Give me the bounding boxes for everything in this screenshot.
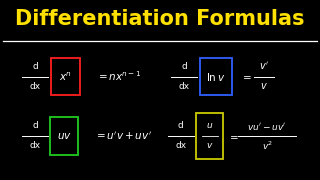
Text: dx: dx <box>30 141 41 150</box>
Text: $= u'v + uv'$: $= u'v + uv'$ <box>94 130 153 142</box>
Text: d: d <box>181 62 187 71</box>
Text: $\ln v$: $\ln v$ <box>206 71 226 82</box>
Text: dx: dx <box>179 82 189 91</box>
Text: $=$: $=$ <box>240 71 252 82</box>
Text: $v^2$: $v^2$ <box>262 140 273 152</box>
Text: $uv$: $uv$ <box>57 131 71 141</box>
Text: d: d <box>32 122 38 130</box>
Text: $=$: $=$ <box>227 131 239 141</box>
Text: Differentiation Formulas: Differentiation Formulas <box>15 9 305 29</box>
Text: $v$: $v$ <box>206 141 213 150</box>
Text: $= nx^{n-1}$: $= nx^{n-1}$ <box>96 70 141 83</box>
Text: $u$: $u$ <box>206 122 213 130</box>
Text: dx: dx <box>30 82 41 91</box>
Text: $v'$: $v'$ <box>259 61 269 72</box>
Text: $vu' - uv'$: $vu' - uv'$ <box>247 120 287 132</box>
Text: $v$: $v$ <box>260 81 268 91</box>
Text: d: d <box>32 62 38 71</box>
Text: dx: dx <box>175 141 186 150</box>
Text: d: d <box>178 122 184 130</box>
Text: $x^n$: $x^n$ <box>59 70 72 83</box>
